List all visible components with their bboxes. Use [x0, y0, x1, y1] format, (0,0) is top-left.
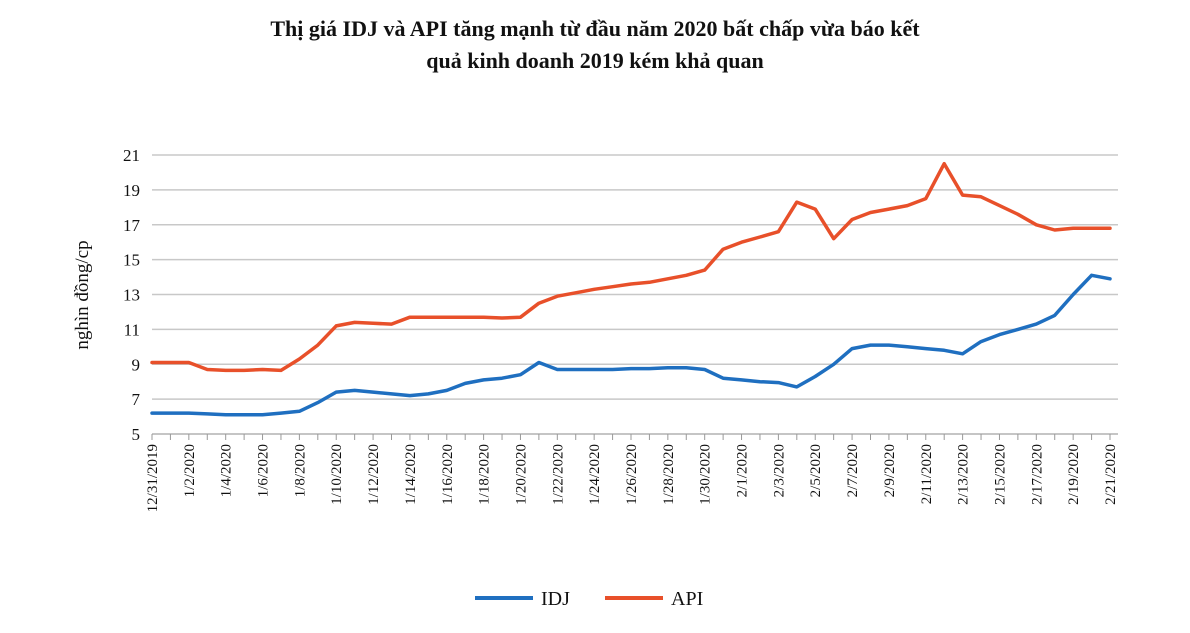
x-tick-label: 2/15/2020	[992, 444, 1008, 505]
legend-label: IDJ	[541, 588, 570, 610]
x-tick-label: 1/30/2020	[698, 444, 714, 505]
y-tick-label: 21	[123, 146, 140, 165]
y-tick-label: 15	[123, 251, 140, 270]
y-tick-label: 19	[123, 181, 140, 200]
x-tick-label: 1/2/2020	[182, 444, 198, 497]
x-tick-label: 2/7/2020	[845, 444, 861, 497]
x-tick-label: 1/20/2020	[513, 444, 529, 505]
y-tick-label: 17	[123, 216, 141, 235]
x-tick-label: 1/12/2020	[366, 444, 382, 505]
y-tick-label: 5	[132, 425, 141, 444]
y-axis-label: nghìn đồng/cp	[72, 240, 93, 349]
x-tick-label: 2/21/2020	[1103, 444, 1119, 505]
y-tick-label: 9	[132, 355, 141, 374]
chart-title: Thị giá IDJ và API tăng mạnh từ đầu năm …	[270, 16, 920, 41]
x-tick-label: 2/13/2020	[956, 444, 972, 505]
x-tick-label: 1/16/2020	[440, 444, 456, 505]
x-tick-label: 1/8/2020	[292, 444, 308, 497]
line	[150, 273, 1112, 417]
x-tick-label: 2/9/2020	[882, 444, 898, 497]
line	[150, 161, 1112, 373]
x-tick-label: 1/26/2020	[624, 444, 640, 505]
x-tick-label: 2/17/2020	[1029, 444, 1045, 505]
legend-label: API	[671, 588, 703, 610]
x-tick-label: 2/5/2020	[808, 444, 824, 497]
x-tick-label: 2/3/2020	[771, 444, 787, 497]
y-tick-label: 13	[123, 286, 140, 305]
x-tick-label: 1/22/2020	[550, 444, 566, 505]
x-tick-label: 1/28/2020	[661, 444, 677, 505]
x-tick-label: 1/6/2020	[256, 444, 272, 497]
x-tick-label: 2/1/2020	[735, 444, 751, 497]
x-tick-label: 1/18/2020	[477, 444, 493, 505]
x-tick-label: 2/11/2020	[919, 444, 935, 504]
y-tick-label: 11	[124, 320, 140, 339]
x-tick-label: 1/4/2020	[219, 444, 235, 497]
y-tick-label: 7	[132, 390, 141, 409]
x-tick-label: 1/10/2020	[329, 444, 345, 505]
x-tick-label: 2/19/2020	[1066, 444, 1082, 505]
x-tick-label: 12/31/2019	[145, 444, 161, 512]
x-tick-label: 1/14/2020	[403, 444, 419, 505]
x-tick-label: 1/24/2020	[587, 444, 603, 505]
chart-title: quả kinh doanh 2019 kém khả quan	[426, 48, 764, 73]
